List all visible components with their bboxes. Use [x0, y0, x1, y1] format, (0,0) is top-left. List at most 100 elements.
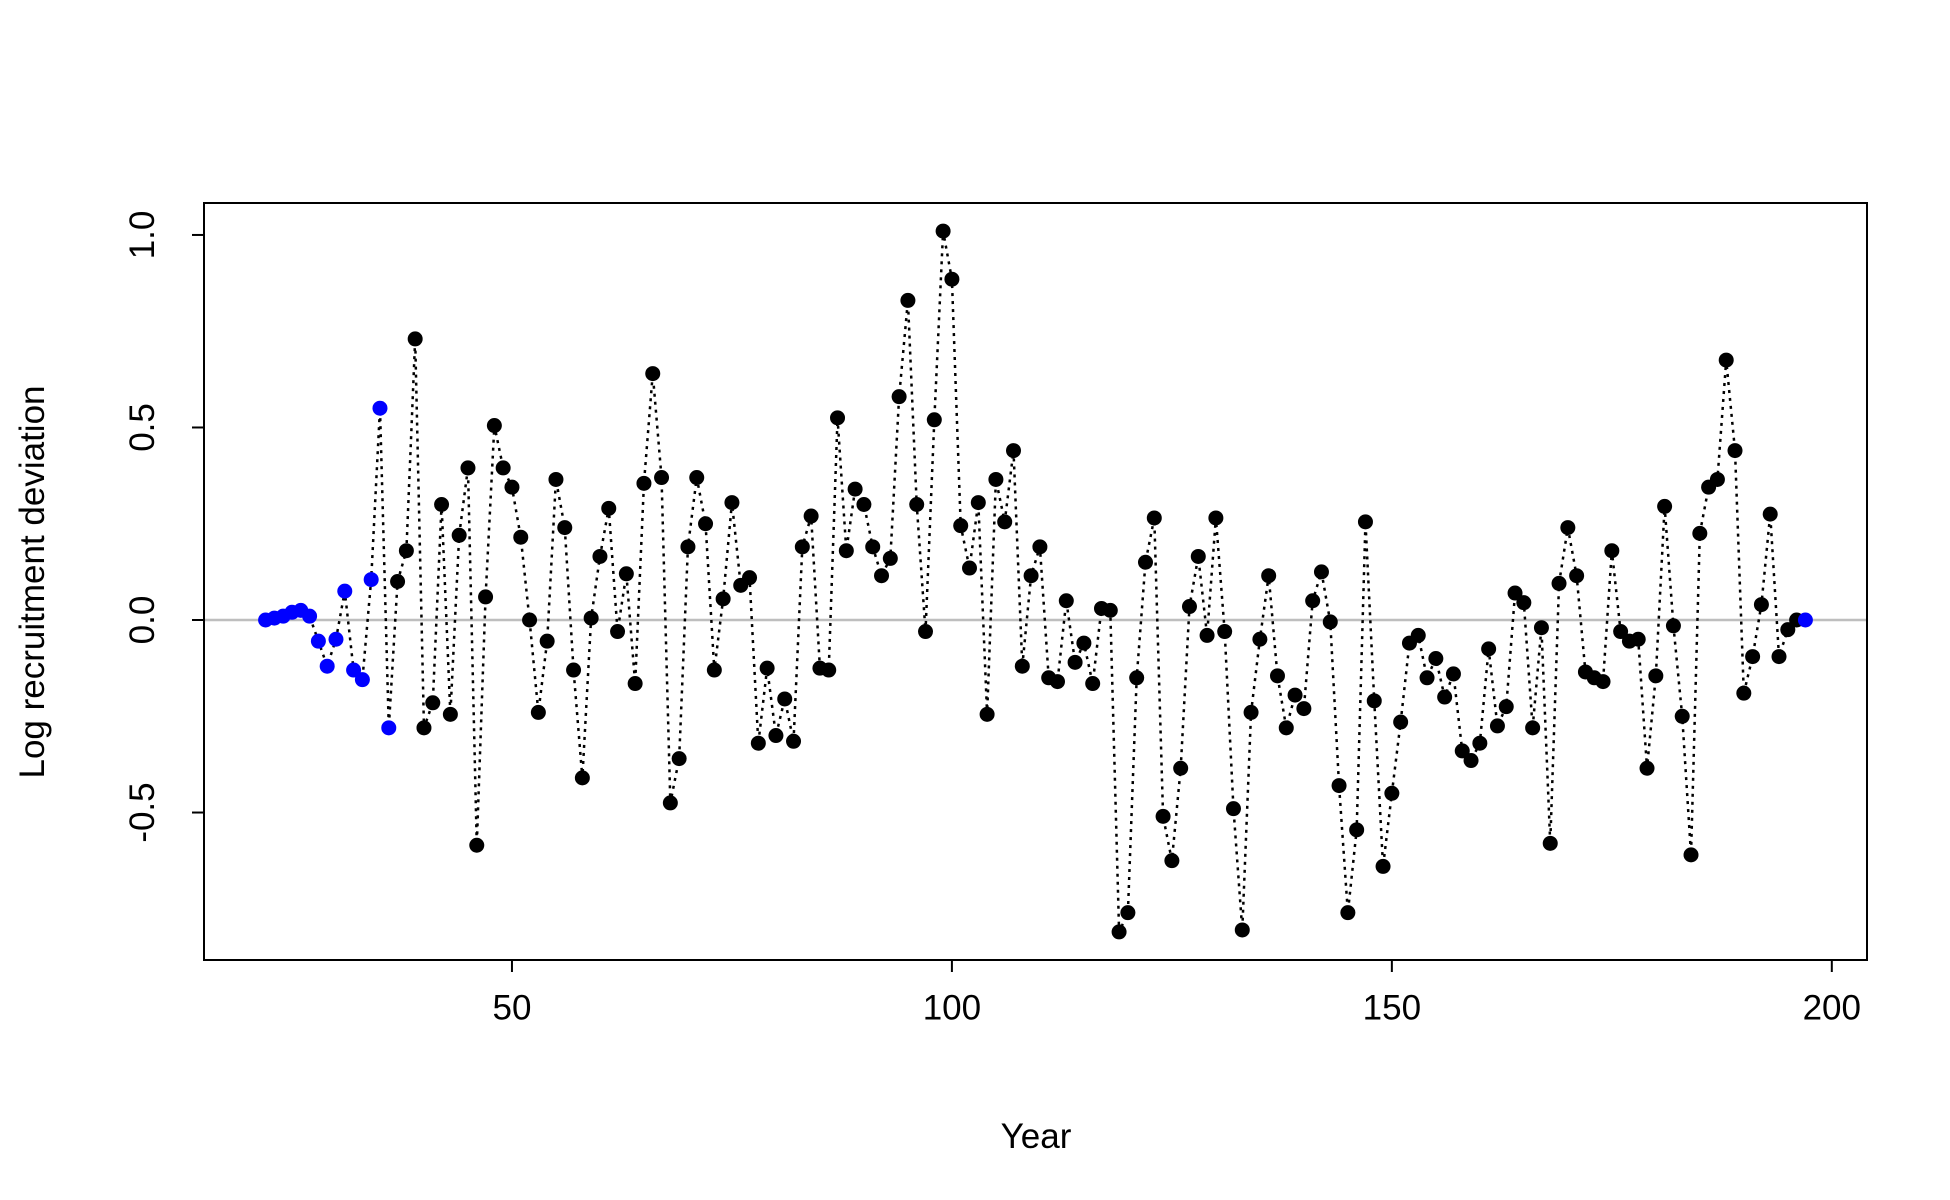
- data-point: [777, 691, 793, 707]
- data-point: [1762, 506, 1778, 522]
- data-point: [1445, 666, 1461, 682]
- data-point: [610, 624, 626, 640]
- data-point: [504, 479, 520, 495]
- data-point: [425, 695, 441, 711]
- data-point: [1111, 924, 1127, 940]
- data-point: [944, 271, 960, 287]
- data-point: [310, 633, 326, 649]
- data-point: [1067, 654, 1083, 670]
- data-point: [856, 496, 872, 512]
- data-point: [988, 471, 1004, 487]
- data-point: [592, 548, 608, 564]
- data-point: [847, 481, 863, 497]
- data-point: [530, 704, 546, 720]
- data-point: [566, 662, 582, 678]
- data-point: [1049, 674, 1065, 690]
- data-point: [662, 795, 678, 811]
- data-point: [1709, 471, 1725, 487]
- data-point: [1630, 631, 1646, 647]
- data-point: [574, 770, 590, 786]
- data-point: [346, 662, 362, 678]
- data-point: [601, 500, 617, 516]
- data-point: [1419, 670, 1435, 686]
- data-point: [557, 520, 573, 536]
- data-point: [618, 566, 634, 582]
- data-point: [865, 539, 881, 555]
- data-point: [918, 624, 934, 640]
- data-point: [1481, 641, 1497, 657]
- x-tick-label: 50: [492, 988, 531, 1027]
- data-point: [583, 610, 599, 626]
- data-point: [742, 570, 758, 586]
- data-point: [1498, 699, 1514, 715]
- data-point: [1190, 548, 1206, 564]
- data-point: [1032, 539, 1048, 555]
- data-point: [900, 292, 916, 308]
- data-point: [1173, 760, 1189, 776]
- data-point: [1780, 622, 1796, 638]
- data-point: [1085, 676, 1101, 692]
- data-point: [1639, 760, 1655, 776]
- y-tick-label: 0.0: [123, 596, 162, 645]
- data-point: [1006, 443, 1022, 459]
- data-point: [759, 660, 775, 676]
- data-point: [689, 470, 705, 486]
- data-point: [1199, 627, 1215, 643]
- data-point: [1753, 597, 1769, 613]
- data-point: [1120, 905, 1136, 921]
- data-point: [926, 412, 942, 428]
- data-point: [1745, 649, 1761, 665]
- data-point: [794, 539, 810, 555]
- data-point: [478, 589, 494, 605]
- y-tick-label: -0.5: [123, 782, 162, 842]
- data-point: [1736, 685, 1752, 701]
- data-point: [654, 470, 670, 486]
- data-point: [786, 733, 802, 749]
- data-point: [962, 560, 978, 576]
- data-point: [1489, 718, 1505, 734]
- data-point: [469, 837, 485, 853]
- data-point: [1516, 595, 1532, 611]
- data-point: [1384, 785, 1400, 801]
- data-point: [953, 518, 969, 534]
- data-point: [1181, 599, 1197, 615]
- data-point: [979, 706, 995, 722]
- data-point: [1613, 624, 1629, 640]
- data-point: [302, 608, 318, 624]
- plot-frame: [203, 202, 1868, 961]
- data-point: [909, 496, 925, 512]
- data-point: [539, 633, 555, 649]
- data-point: [970, 495, 986, 511]
- data-point: [1393, 714, 1409, 730]
- data-point: [706, 662, 722, 678]
- data-point: [997, 514, 1013, 530]
- data-point: [680, 539, 696, 555]
- data-point: [1797, 612, 1813, 628]
- data-point: [882, 550, 898, 566]
- data-point: [1472, 735, 1488, 751]
- data-point: [636, 475, 652, 491]
- data-point: [1771, 649, 1787, 665]
- data-point: [1551, 575, 1567, 591]
- data-point: [830, 410, 846, 426]
- data-point: [442, 706, 458, 722]
- data-point: [1129, 670, 1145, 686]
- data-point: [1225, 801, 1241, 817]
- data-point: [1560, 520, 1576, 536]
- data-point: [1023, 568, 1039, 584]
- data-point: [398, 543, 414, 559]
- data-point: [1164, 853, 1180, 869]
- data-point: [1146, 510, 1162, 526]
- data-point: [1437, 689, 1453, 705]
- x-tick-label: 100: [923, 988, 981, 1027]
- data-point: [548, 471, 564, 487]
- data-point: [1331, 778, 1347, 794]
- data-point: [1014, 658, 1030, 674]
- data-point: [715, 591, 731, 607]
- data-point: [1208, 510, 1224, 526]
- data-point: [724, 495, 740, 511]
- data-point: [1137, 554, 1153, 570]
- data-point: [434, 496, 450, 512]
